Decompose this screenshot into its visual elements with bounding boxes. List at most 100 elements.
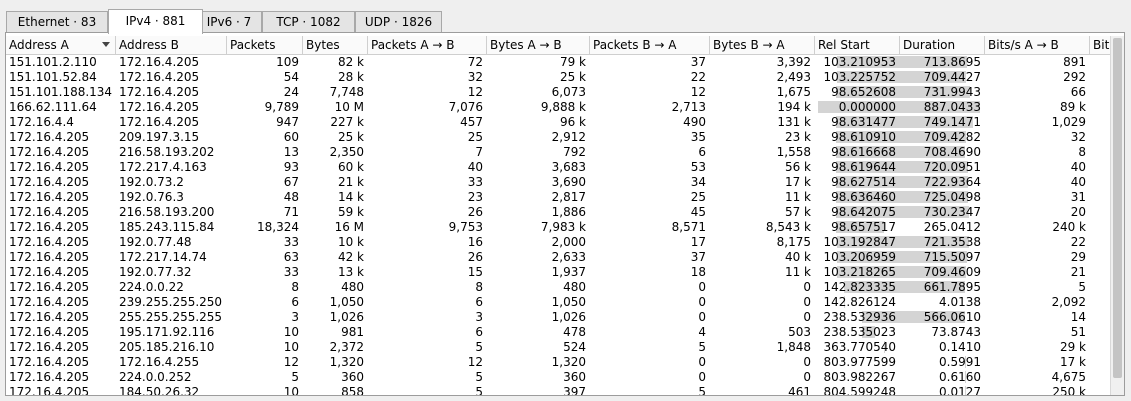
cell-text: 172.16.4.205 — [9, 340, 90, 354]
column-header-label: Address A — [9, 38, 69, 52]
table-row[interactable]: 172.16.4.205 224.0.0.22 8 480 8 480 0 0 142.8233… — [6, 280, 1112, 295]
table-row[interactable]: 172.16.4.205 192.0.76.3 48 14 k 23 2,817 25 11 … — [6, 190, 1112, 205]
table-row[interactable]: 172.16.4.205 216.58.193.200 71 59 k 26 1,886 4… — [6, 205, 1112, 220]
column-header-packets-b-a[interactable]: Packets B → A — [590, 36, 710, 54]
column-header-bit[interactable]: Bit — [1090, 36, 1112, 54]
tab-ethernet[interactable]: Ethernet · 83 — [6, 11, 108, 32]
table-row[interactable]: 172.16.4.205 185.243.115.84 18,324 16 M 9,75… — [6, 220, 1112, 235]
table-row[interactable]: 172.16.4.205 216.58.193.202 13 2,350 7 792 6 1,… — [6, 145, 1112, 160]
cell-dur: 73.8743 — [900, 325, 985, 340]
column-header-rel-start[interactable]: Rel Start — [815, 36, 900, 54]
cell-b: 172.217.4.163 — [116, 160, 227, 175]
table-row[interactable]: 172.16.4.205 192.0.77.48 33 10 k 16 2,000 17 8,… — [6, 235, 1112, 250]
cell-text: 709.4609 — [923, 265, 981, 279]
table-row[interactable]: 172.16.4.205 239.255.255.250 6 1,050 6 1,050 0… — [6, 295, 1112, 310]
cell-text: 240 k — [1052, 220, 1086, 234]
cell-bps: 240 k — [985, 220, 1090, 235]
cell-text: 63 — [283, 250, 299, 264]
cell-text: 981 — [341, 325, 364, 339]
cell-start: 103.225752 — [815, 70, 900, 85]
conversation-timeline-bar — [836, 251, 968, 263]
table-row[interactable]: 172.16.4.4 172.16.4.205 947 227 k 457 96 k 490… — [6, 115, 1112, 130]
cell-text: 397 — [563, 385, 586, 396]
cell-pab: 16 — [368, 235, 487, 250]
table-row[interactable]: 172.16.4.205 255.255.255.255 3 1,026 3 1,026 0… — [6, 310, 1112, 325]
conversation-timeline-bar — [861, 326, 876, 338]
cell-pab: 7,076 — [368, 100, 487, 115]
cell-bab: 6,073 — [487, 85, 590, 100]
cell-text: 166.62.111.64 — [9, 100, 97, 114]
table-row[interactable]: 172.16.4.205 192.0.73.2 67 21 k 33 3,690 34 17 … — [6, 175, 1112, 190]
cell-bba: 17 k — [710, 175, 815, 190]
table-row[interactable]: 172.16.4.205 195.171.92.116 10 981 6 478 4 503 2… — [6, 325, 1112, 340]
cell-bba: 0 — [710, 295, 815, 310]
tab-ipv4[interactable]: IPv4 · 881 — [108, 9, 203, 34]
column-header-duration[interactable]: Duration — [900, 36, 985, 54]
cell-text: 2,372 — [329, 340, 364, 354]
conversation-timeline-bar — [844, 296, 846, 308]
table-row[interactable]: 172.16.4.205 224.0.0.252 5 360 5 360 0 0 803.982… — [6, 370, 1112, 385]
column-header-packets[interactable]: Packets — [227, 36, 303, 54]
cell-bytes: 10 k — [303, 235, 368, 250]
table-row[interactable]: 151.101.2.110 172.16.4.205 109 82 k 72 79 k 37… — [6, 55, 1112, 70]
column-header-packets-a-b[interactable]: Packets A → B — [368, 36, 487, 54]
table-row[interactable]: 172.16.4.205 192.0.77.32 33 13 k 15 1,937 18 11… — [6, 265, 1112, 280]
column-header-bytes[interactable]: Bytes — [303, 36, 368, 54]
cell-start: 98.652608 — [815, 85, 900, 100]
cell-bab: 3,690 — [487, 175, 590, 190]
column-header-bits-s-a-b[interactable]: Bits/s A → B — [985, 36, 1090, 54]
cell-packets: 13 — [227, 145, 303, 160]
cell-packets: 8 — [227, 280, 303, 295]
table-row[interactable]: 172.16.4.205 172.217.4.163 93 60 k 40 3,683 53… — [6, 160, 1112, 175]
cell-text: 172.16.4.205 — [9, 220, 90, 234]
cell-bab: 397 — [487, 385, 590, 396]
cell-pab: 32 — [368, 70, 487, 85]
cell-packets: 33 — [227, 265, 303, 280]
cell-text: 461 — [788, 385, 811, 396]
column-header-address-a[interactable]: Address A — [6, 36, 116, 54]
scrollbar-thumb[interactable] — [1113, 38, 1122, 378]
cell-bba: 23 k — [710, 130, 815, 145]
cell-start: 803.977599 — [815, 355, 900, 370]
cell-start: 363.770540 — [815, 340, 900, 355]
conversation-timeline-bar — [836, 206, 970, 218]
cell-text: 0.1410 — [939, 340, 981, 354]
cell-text: 53 — [690, 160, 706, 174]
cell-text: 185.243.115.84 — [119, 220, 215, 234]
cell-pba: 37 — [590, 55, 710, 70]
table-row[interactable]: 151.101.188.134 172.16.4.205 24 7,748 12 6,07… — [6, 85, 1112, 100]
cell-text: 0.0127 — [939, 385, 981, 396]
table-row[interactable]: 166.62.111.64 172.16.4.205 9,789 10 M 7,076 9… — [6, 100, 1112, 115]
cell-b: 172.16.4.205 — [116, 85, 227, 100]
cell-bytes: 1,026 — [303, 310, 368, 325]
cell-text: 98.627514 — [831, 175, 896, 189]
table-row[interactable]: 172.16.4.205 172.16.4.255 12 1,320 12 1,320 0 0… — [6, 355, 1112, 370]
cell-bytes: 16 M — [303, 220, 368, 235]
cell-text: 103.210953 — [823, 55, 896, 69]
cell-bba: 11 k — [710, 265, 815, 280]
cell-a: 172.16.4.205 — [6, 295, 116, 310]
column-header-bytes-b-a[interactable]: Bytes B → A — [710, 36, 815, 54]
cell-a: 172.16.4.205 — [6, 340, 116, 355]
table-row[interactable]: 172.16.4.205 184.50.26.32 10 858 5 397 5 461 804… — [6, 385, 1112, 396]
cell-pba: 8,571 — [590, 220, 710, 235]
vertical-scrollbar[interactable] — [1110, 36, 1124, 395]
cell-bab: 25 k — [487, 70, 590, 85]
cell-pab: 15 — [368, 265, 487, 280]
cell-text: 60 — [283, 130, 299, 144]
table-row[interactable]: 172.16.4.205 172.217.14.74 63 42 k 26 2,633 37… — [6, 250, 1112, 265]
table-row[interactable]: 172.16.4.205 205.185.216.10 10 2,372 5 524 5 1,… — [6, 340, 1112, 355]
cell-b: 172.16.4.205 — [116, 70, 227, 85]
cell-dur: 887.0433 — [900, 100, 985, 115]
cell-start: 803.982267 — [815, 370, 900, 385]
tab-ipv6[interactable]: IPv6 · 7 — [196, 11, 262, 32]
tab-tcp[interactable]: TCP · 1082 — [262, 11, 355, 32]
conversation-timeline-bar — [861, 311, 965, 323]
tab-udp[interactable]: UDP · 1826 — [355, 11, 442, 32]
cell-start: 238.535023 — [815, 325, 900, 340]
cell-text: 5 — [698, 340, 706, 354]
column-header-bytes-a-b[interactable]: Bytes A → B — [487, 36, 590, 54]
table-row[interactable]: 151.101.52.84 172.16.4.205 54 28 k 32 25 k 22 2… — [6, 70, 1112, 85]
column-header-address-b[interactable]: Address B — [116, 36, 227, 54]
table-row[interactable]: 172.16.4.205 209.197.3.15 60 25 k 25 2,912 35 2… — [6, 130, 1112, 145]
